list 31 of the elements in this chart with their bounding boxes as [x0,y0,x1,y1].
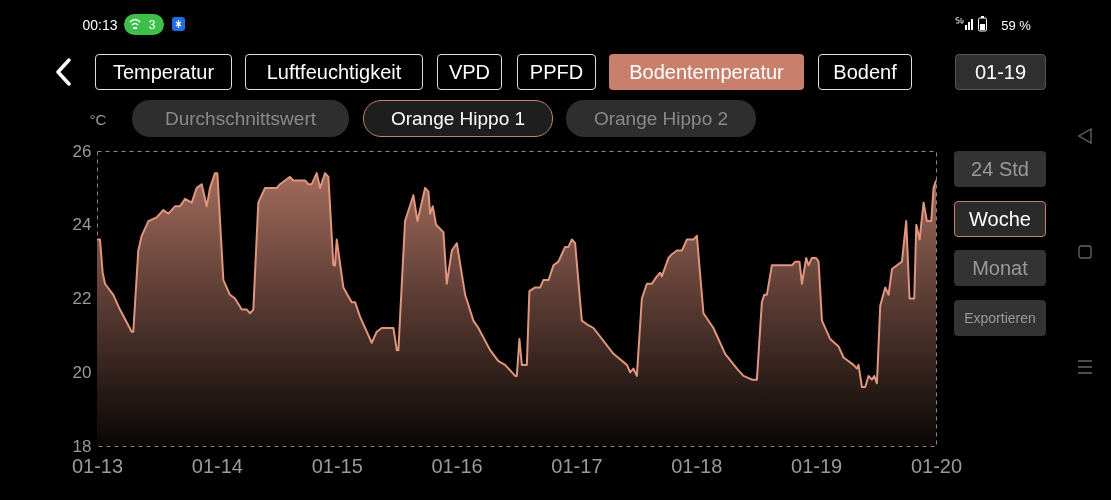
text: Monat [954,250,1046,286]
text: Durchschnittswert [132,100,349,137]
text: Orange Hippo 2 [566,100,756,137]
x-tick-label: 01-20 [910,454,963,477]
text: Luftfeuchtigkeit [245,54,423,90]
text: Woche [954,201,1046,237]
text: Temperatur [95,54,232,90]
y-tick-label: 22 [72,289,92,308]
text: 3 [124,14,164,35]
text: 00:13 [81,16,119,35]
x-tick-label: 01-14 [191,454,243,477]
text: VPD [437,54,502,90]
y-tick-label: 20 [72,362,92,382]
text: Orange Hippo 1 [363,100,553,137]
text: Bodentemperatur [609,54,804,90]
y-axis-title: °C [89,110,107,128]
text: 24 Std [954,151,1046,187]
y-tick-label: 26 [72,141,92,161]
x-tick-label: 01-13 [71,454,124,477]
y-tick-label: 24 [72,215,92,235]
text: 59 % [1000,16,1031,35]
text: 01-19 [955,54,1046,90]
x-tick-label: 01-18 [671,454,723,477]
y-tick-label: 18 [72,436,92,456]
text: Bodenf [818,54,912,90]
x-tick-label: 01-19 [791,454,843,477]
x-tick-label: 01-17 [551,454,603,477]
text: PPFD [517,54,596,90]
x-tick-label: 01-16 [431,454,483,477]
text: Exportieren [954,300,1046,336]
x-tick-label: 01-15 [311,454,363,477]
